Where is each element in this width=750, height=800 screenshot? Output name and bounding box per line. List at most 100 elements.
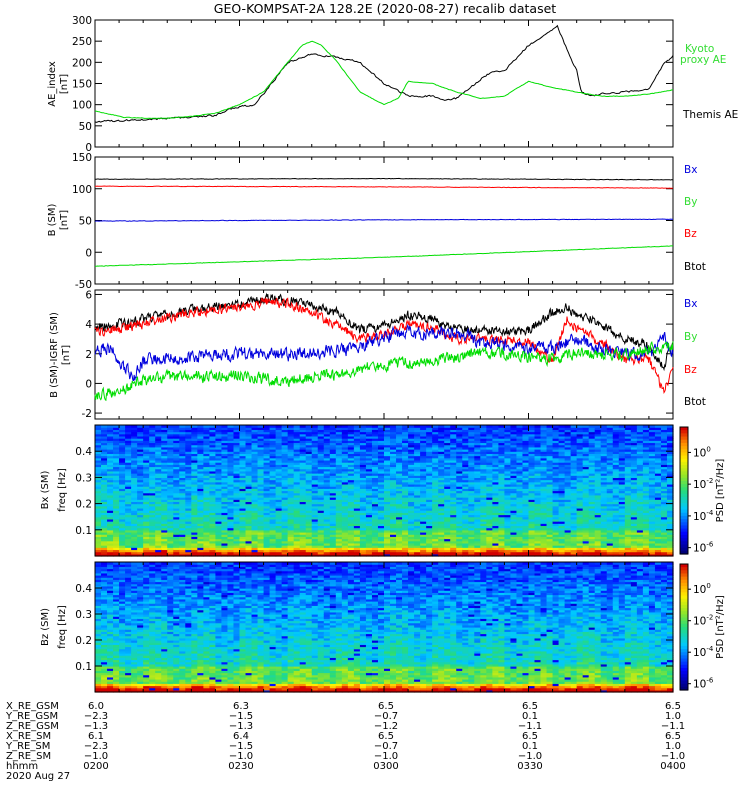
- spectrogram-cell: [155, 518, 162, 522]
- spectrogram-cell: [143, 527, 150, 531]
- spectrogram-cell: [263, 453, 271, 457]
- spectrogram-cell: [377, 507, 385, 511]
- spectrogram-cell: [414, 453, 421, 457]
- spectrogram-cell: [257, 466, 265, 470]
- spectrogram-cell: [179, 545, 186, 548]
- spectrogram-cell: [119, 540, 126, 544]
- spectrogram-cell: [317, 475, 325, 478]
- spectrogram-cell: [480, 440, 487, 444]
- spectrogram-cell: [203, 486, 210, 489]
- spectrogram-cell: [251, 534, 259, 537]
- spectrogram-cell: [191, 540, 198, 544]
- spectrogram-cell: [251, 529, 259, 533]
- spectrogram-cell: [209, 429, 217, 433]
- spectrogram-cell: [396, 536, 403, 540]
- series-line-by: [95, 245, 674, 267]
- spectrogram-cell: [462, 473, 469, 476]
- spectrogram-cell: [263, 442, 271, 446]
- spectrogram-cell: [167, 475, 174, 478]
- spectrogram-cell: [402, 518, 409, 522]
- spectrogram-cell: [293, 542, 301, 546]
- spectrogram-cell: [311, 503, 319, 507]
- spectrogram-cell: [408, 470, 415, 474]
- spectrogram-cell: [311, 438, 319, 441]
- spectrogram-cell: [341, 475, 349, 478]
- spectrogram-cell: [131, 473, 138, 476]
- spectrogram-cell: [450, 536, 457, 540]
- spectrogram-cell: [486, 444, 493, 448]
- spectrogram-cell: [480, 473, 487, 476]
- spectrogram-cell: [179, 538, 186, 542]
- spectrogram-cell: [149, 468, 156, 472]
- spectrogram-cell: [263, 444, 271, 448]
- spectrogram-cell: [251, 549, 259, 553]
- spectrogram-cell: [341, 455, 349, 459]
- spectrogram-cell: [107, 551, 114, 555]
- spectrogram-cell: [95, 516, 102, 520]
- spectrogram-cell: [95, 425, 102, 428]
- spectrogram-cell: [329, 512, 337, 516]
- spectrogram-cell: [131, 425, 138, 428]
- spectrogram-cell: [137, 518, 144, 522]
- spectrogram-cell: [269, 464, 277, 468]
- spectrogram-cell: [311, 501, 319, 505]
- spectrogram-cell: [450, 505, 457, 509]
- spectrogram-cell: [119, 494, 126, 498]
- spectrogram-cell: [143, 549, 150, 553]
- spectrogram-cell: [359, 455, 367, 459]
- spectrogram-cell: [396, 553, 403, 557]
- spectrogram-cell: [353, 440, 361, 444]
- spectrogram-cell: [293, 507, 301, 511]
- spectrogram-cell: [143, 547, 150, 551]
- spectrogram-cell: [269, 510, 277, 513]
- spectrogram-cell: [137, 438, 144, 441]
- spectrogram-cell: [119, 464, 126, 468]
- spectrogram-cell: [197, 468, 204, 472]
- spectrogram-cell: [438, 492, 445, 496]
- spectrogram-cell: [359, 479, 367, 483]
- spectrogram-cell: [143, 510, 150, 513]
- spectrogram-cell: [125, 497, 132, 500]
- spectrogram-cell: [143, 442, 150, 446]
- spectrogram-cell: [468, 468, 475, 472]
- spectrogram-cell: [95, 488, 102, 492]
- spectrogram-cell: [480, 494, 487, 498]
- spectrogram-cell: [347, 449, 355, 452]
- spectrogram-cell: [149, 529, 156, 533]
- spectrogram-cell: [215, 512, 223, 516]
- spectrogram-cell: [167, 527, 174, 531]
- spectrogram-cell: [444, 483, 451, 487]
- spectrogram-cell: [107, 518, 114, 522]
- spectrogram-cell: [173, 527, 180, 531]
- legend-by: By: [684, 196, 697, 208]
- spectrogram-cell: [281, 545, 289, 548]
- spectrogram-cell: [125, 529, 132, 533]
- spectrogram-cell: [323, 529, 331, 533]
- spectrogram-cell: [215, 521, 223, 524]
- spectrogram-cell: [197, 481, 204, 485]
- spectrogram-cell: [125, 468, 132, 472]
- spectrogram-cell: [474, 540, 481, 544]
- spectrogram-cell: [426, 444, 433, 448]
- spectrogram-cell: [396, 497, 403, 500]
- spectrogram-cell: [269, 429, 277, 433]
- spectrogram-cell: [396, 440, 403, 444]
- spectrogram-cell: [438, 479, 445, 483]
- spectrogram-cell: [365, 486, 373, 489]
- spectrogram-cell: [480, 462, 487, 465]
- spectrogram-cell: [179, 499, 186, 503]
- spectrogram-cell: [371, 427, 379, 430]
- spectrogram-cell: [203, 503, 210, 507]
- spectrogram-cell: [420, 457, 427, 461]
- spectrogram-cell: [251, 490, 259, 494]
- spectrogram-cell: [281, 512, 289, 516]
- spectrogram-cell: [438, 481, 445, 485]
- spectrogram-cell: [293, 503, 301, 507]
- spectrogram-cell: [492, 510, 499, 513]
- spectrogram-cell: [263, 540, 271, 544]
- spectrogram-cell: [480, 534, 487, 537]
- spectrogram-cell: [143, 462, 150, 465]
- spectrogram-cell: [107, 499, 114, 503]
- spectrogram-cell: [420, 538, 427, 542]
- spectrogram-cell: [227, 429, 235, 433]
